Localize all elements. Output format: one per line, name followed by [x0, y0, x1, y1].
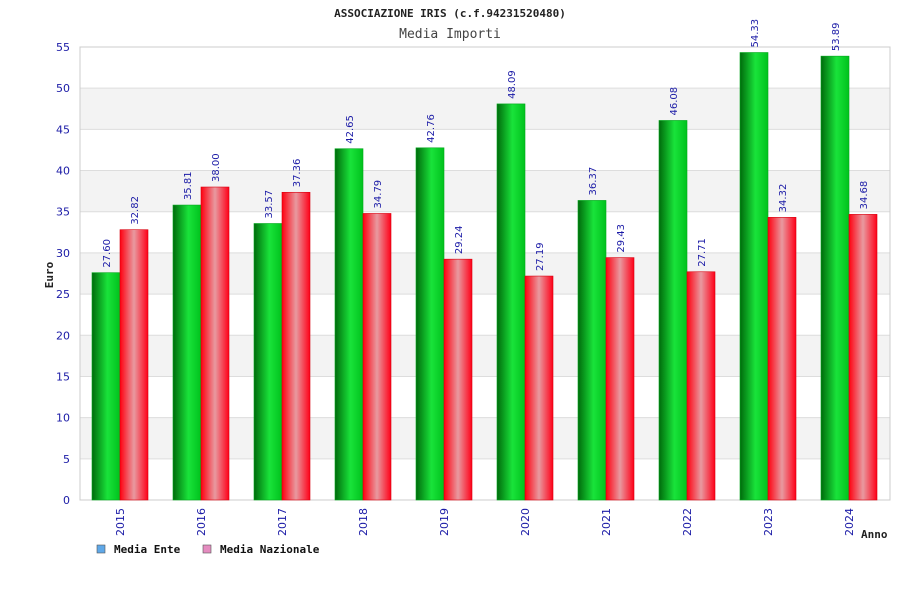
- x-tick-label: 2022: [681, 508, 694, 536]
- bar-media-ente: [253, 223, 283, 501]
- bar-media-ente: [496, 103, 526, 501]
- y-axis-title: Euro: [43, 261, 56, 288]
- chart-subtitle: Media Importi: [399, 27, 501, 42]
- data-label: 38.00: [211, 153, 222, 182]
- bar-media-nazionale: [119, 229, 149, 501]
- bar-media-ente: [658, 120, 688, 501]
- y-tick-label: 5: [63, 453, 70, 466]
- y-tick-label: 0: [63, 494, 70, 507]
- y-tick-label: 50: [56, 82, 70, 95]
- bar-media-nazionale: [686, 271, 716, 501]
- bar-media-ente: [334, 148, 364, 501]
- bars: [91, 52, 878, 501]
- data-label: 27.71: [697, 238, 708, 267]
- chart-title: ASSOCIAZIONE IRIS (c.f.94231520480): [334, 7, 566, 20]
- plot-border: [79, 46, 891, 501]
- data-label: 37.36: [292, 159, 303, 188]
- bar-media-ente: [820, 55, 850, 501]
- legend-label: Media Ente: [114, 543, 181, 556]
- bar-media-nazionale: [605, 257, 635, 501]
- legend: Media Ente Media Nazionale: [96, 543, 320, 556]
- data-label: 42.65: [345, 115, 356, 144]
- y-tick-label: 45: [56, 123, 70, 136]
- data-label: 48.09: [507, 70, 518, 99]
- data-labels: 27.60 32.82 35.81 38.00 33.57 37.36 42.65 34.79…: [102, 19, 870, 271]
- data-label: 34.32: [778, 184, 789, 213]
- bar-media-nazionale: [524, 275, 554, 501]
- bar-media-nazionale: [200, 186, 230, 501]
- data-label: 42.76: [426, 114, 437, 143]
- bar-media-ente: [739, 52, 769, 501]
- data-label: 36.37: [588, 167, 599, 196]
- bar-media-ente: [577, 200, 607, 501]
- y-tick-label: 15: [56, 370, 70, 383]
- legend-swatch: [96, 544, 106, 554]
- y-tick-label: 20: [56, 329, 70, 342]
- x-tick-label: 2024: [843, 508, 856, 536]
- x-tick-label: 2020: [519, 508, 532, 536]
- grid-band: [80, 129, 890, 171]
- legend-swatch: [202, 544, 212, 554]
- legend-label: Media Nazionale: [220, 543, 320, 556]
- bar-media-ente: [415, 147, 445, 501]
- y-tick-label: 10: [56, 412, 70, 425]
- data-label: 29.24: [454, 226, 465, 255]
- y-tick-label: 55: [56, 41, 70, 54]
- x-tick-label: 2017: [276, 508, 289, 536]
- bar-media-nazionale: [767, 217, 797, 501]
- x-axis-ticks: 2015 2016 2017 2018 2019 2020 2021 2022 2023 2024: [114, 508, 856, 536]
- x-tick-label: 2016: [195, 508, 208, 536]
- data-label: 32.82: [130, 196, 141, 225]
- bar-media-nazionale: [281, 191, 311, 501]
- x-tick-label: 2021: [600, 508, 613, 536]
- data-label: 35.81: [183, 171, 194, 200]
- bar-media-nazionale: [362, 213, 392, 501]
- bar-media-nazionale: [443, 258, 473, 501]
- data-label: 27.19: [535, 242, 546, 271]
- data-label: 34.79: [373, 180, 384, 209]
- data-label: 33.57: [264, 190, 275, 219]
- x-axis-title: Anno: [861, 528, 888, 541]
- bar-media-ente: [172, 204, 202, 501]
- bar-media-ente: [91, 272, 121, 501]
- data-label: 54.33: [750, 19, 761, 48]
- x-tick-label: 2023: [762, 508, 775, 536]
- y-axis-ticks: 0 5 10 15 20 25 30 35 40 45 50 55: [56, 41, 70, 507]
- x-tick-label: 2015: [114, 508, 127, 536]
- grid-band: [80, 88, 890, 130]
- x-tick-label: 2019: [438, 508, 451, 536]
- x-tick-label: 2018: [357, 508, 370, 536]
- y-tick-label: 30: [56, 247, 70, 260]
- data-label: 46.08: [669, 87, 680, 116]
- data-label: 53.89: [831, 23, 842, 52]
- y-tick-label: 35: [56, 206, 70, 219]
- y-tick-label: 25: [56, 288, 70, 301]
- data-label: 27.60: [102, 239, 113, 268]
- bar-media-nazionale: [848, 214, 878, 501]
- y-tick-label: 40: [56, 165, 70, 178]
- data-label: 29.43: [616, 224, 627, 253]
- data-label: 34.68: [859, 181, 870, 210]
- grid-band: [80, 47, 890, 89]
